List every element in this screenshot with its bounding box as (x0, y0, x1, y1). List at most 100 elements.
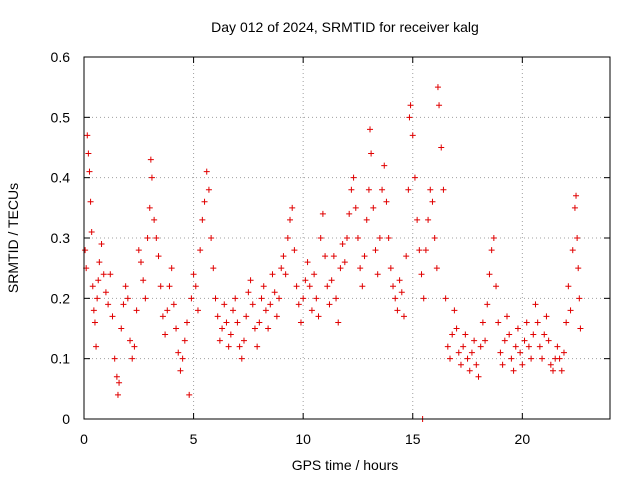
data-point (554, 343, 561, 350)
data-point (308, 307, 315, 314)
data-point (93, 343, 100, 350)
data-point (368, 150, 375, 157)
x-tick-label: 15 (405, 431, 421, 447)
data-point (523, 319, 530, 326)
data-point (569, 247, 576, 254)
data-point (508, 355, 515, 362)
data-point (260, 283, 267, 290)
data-point (344, 235, 350, 241)
data-point (105, 301, 112, 308)
y-tick-label: 0 (62, 411, 70, 427)
data-point (317, 235, 324, 241)
data-point (109, 313, 116, 320)
data-point (425, 216, 432, 223)
data-point (225, 343, 232, 350)
data-point (460, 343, 467, 350)
data-point (102, 289, 109, 296)
x-tick-label: 0 (80, 431, 88, 447)
data-point (306, 283, 313, 290)
data-point (475, 373, 482, 380)
data-point (361, 253, 368, 260)
data-point (447, 355, 454, 362)
data-point (534, 319, 541, 326)
y-tick-label: 0.2 (51, 290, 71, 306)
data-point (96, 259, 103, 266)
chart-title: Day 012 of 2024, SRMTID for receiver kal… (211, 19, 479, 35)
data-point (576, 295, 583, 302)
data-point (162, 331, 169, 338)
data-point (547, 361, 554, 368)
data-point (194, 307, 201, 314)
data-point (155, 253, 162, 260)
data-point (525, 343, 532, 350)
data-point (179, 355, 186, 362)
data-point (147, 156, 154, 163)
data-point (444, 343, 451, 350)
data-point (414, 216, 421, 223)
data-point (87, 198, 94, 205)
data-point (164, 307, 171, 314)
data-point (367, 126, 374, 133)
data-point (146, 204, 153, 211)
data-point (571, 204, 578, 211)
data-point (512, 343, 519, 350)
data-point (433, 265, 440, 272)
data-point (519, 361, 526, 368)
data-point (269, 271, 276, 278)
data-point (528, 355, 535, 362)
data-point (319, 210, 326, 217)
data-point (363, 216, 370, 223)
data-point (159, 313, 166, 320)
data-point (175, 349, 182, 356)
data-point (90, 307, 97, 314)
data-point (451, 307, 458, 314)
data-point (565, 283, 572, 290)
data-point (203, 168, 210, 175)
data-point (190, 271, 197, 278)
data-point (339, 241, 346, 248)
data-point (440, 186, 447, 193)
data-point (573, 192, 580, 199)
data-point (462, 331, 469, 338)
data-point (267, 301, 274, 308)
data-point (293, 283, 300, 290)
data-point (151, 216, 158, 223)
data-point (411, 174, 418, 181)
data-point (256, 319, 263, 326)
data-point (506, 331, 513, 338)
data-point (297, 319, 304, 326)
data-point (240, 337, 247, 344)
data-point (532, 301, 539, 308)
data-point (556, 355, 563, 362)
y-axis-title: SRMTID / TECUs (5, 183, 21, 293)
data-point (403, 253, 410, 260)
data-point (530, 331, 537, 338)
data-point (114, 391, 121, 398)
data-point (157, 283, 164, 290)
data-point (431, 235, 438, 241)
data-point (563, 319, 570, 326)
data-point (405, 186, 412, 193)
data-point (98, 241, 105, 248)
data-point (346, 210, 353, 217)
data-point (541, 331, 548, 338)
data-point (273, 313, 280, 320)
data-point (376, 235, 383, 241)
data-point (560, 349, 567, 356)
data-point (420, 295, 427, 302)
data-point (379, 186, 386, 193)
data-point (219, 325, 226, 332)
data-point (131, 343, 138, 350)
data-point (247, 277, 254, 284)
data-point (416, 247, 423, 254)
data-point (100, 271, 107, 278)
y-tick-label: 0.1 (51, 351, 71, 367)
data-point (333, 295, 340, 302)
data-point (400, 313, 407, 320)
data-point (276, 295, 283, 302)
data-point (284, 235, 291, 241)
data-point (575, 265, 582, 272)
data-point (350, 174, 357, 181)
data-point (490, 235, 497, 241)
data-point (199, 216, 206, 223)
